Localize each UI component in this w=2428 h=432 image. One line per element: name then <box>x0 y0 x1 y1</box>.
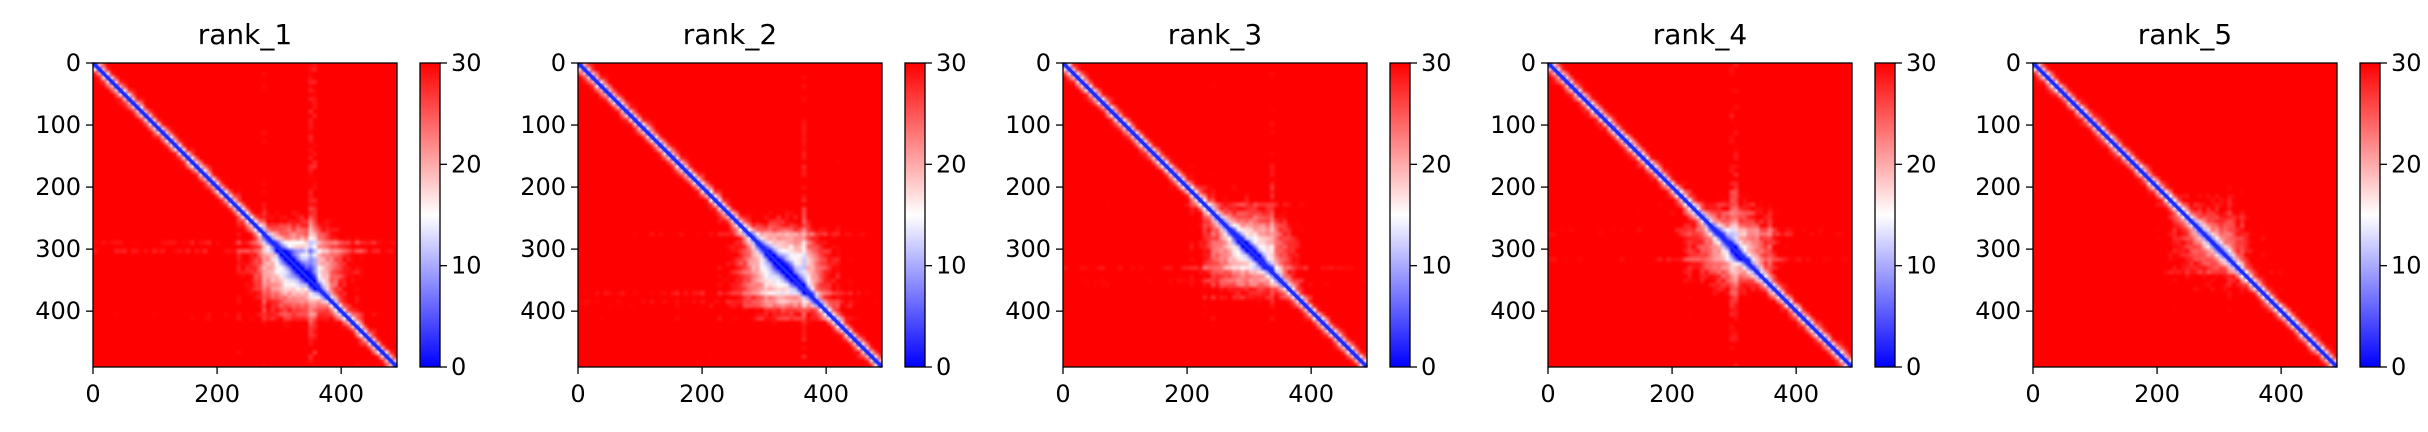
colorbar <box>1389 62 1411 368</box>
colorbar <box>2359 62 2381 368</box>
x-tick-label: 0 <box>1055 380 1070 408</box>
x-tick-label: 200 <box>2134 380 2180 408</box>
colorbar-tick-label: 20 <box>936 150 967 178</box>
y-tick-label: 200 <box>1975 173 2021 201</box>
y-tick-label: 100 <box>35 111 81 139</box>
y-tick-label: 100 <box>1005 111 1051 139</box>
colorbar-tick-label: 0 <box>1421 353 1436 381</box>
colorbar <box>1874 62 1896 368</box>
y-tick-label: 400 <box>1975 297 2021 325</box>
heatmap-panel-5: rank_5 0 100 200 300 400 0 200 400 0 10 20 30 <box>1975 18 2421 408</box>
y-tick-label: 200 <box>1005 173 1051 201</box>
x-tick-label: 0 <box>1540 380 1555 408</box>
x-tick-label: 400 <box>803 380 849 408</box>
x-tick-label: 0 <box>85 380 100 408</box>
y-tick-label: 400 <box>35 297 81 325</box>
panel-title: rank_1 <box>198 18 292 51</box>
colorbar-tick-label: 30 <box>1906 49 1937 77</box>
colorbar-tick-label: 0 <box>2391 353 2406 381</box>
y-tick-label: 300 <box>1005 235 1051 263</box>
y-tick-label: 0 <box>2006 49 2021 77</box>
colorbar-tick-label: 30 <box>2391 49 2422 77</box>
x-tick-label: 400 <box>2258 380 2304 408</box>
plot-frame <box>1547 62 1853 368</box>
x-tick-label: 200 <box>679 380 725 408</box>
y-tick-label: 200 <box>520 173 566 201</box>
diagonal-line <box>2031 61 2339 369</box>
colorbar-tick-label: 30 <box>451 49 482 77</box>
y-tick-label: 200 <box>1490 173 1536 201</box>
diagonal-line <box>576 61 884 369</box>
colorbar-tick-label: 0 <box>1906 353 1921 381</box>
colorbar-tick-label: 0 <box>451 353 466 381</box>
diagonal-line <box>1546 61 1854 369</box>
x-tick-label: 200 <box>1649 380 1695 408</box>
y-tick-label: 0 <box>66 49 81 77</box>
colorbar <box>419 62 441 368</box>
x-tick-label: 0 <box>2025 380 2040 408</box>
y-tick-label: 0 <box>1521 49 1536 77</box>
y-tick-label: 100 <box>520 111 566 139</box>
x-tick-label: 400 <box>1288 380 1334 408</box>
y-tick-label: 300 <box>1975 235 2021 263</box>
heatmap-panel-4: rank_4 0 100 200 300 400 0 200 400 0 10 20 30 <box>1490 18 1936 408</box>
panel-title: rank_4 <box>1653 18 1747 51</box>
y-tick-label: 300 <box>1490 235 1536 263</box>
diagonal-line <box>91 61 399 369</box>
y-tick-label: 300 <box>520 235 566 263</box>
colorbar-tick-label: 20 <box>451 150 482 178</box>
colorbar-tick-label: 10 <box>2391 252 2422 280</box>
y-tick-label: 100 <box>1975 111 2021 139</box>
plot-frame <box>1062 62 1368 368</box>
y-tick-label: 400 <box>520 297 566 325</box>
y-tick-label: 200 <box>35 173 81 201</box>
colorbar-tick-label: 10 <box>451 252 482 280</box>
y-tick-label: 0 <box>551 49 566 77</box>
x-tick-label: 400 <box>1773 380 1819 408</box>
y-tick-label: 400 <box>1490 297 1536 325</box>
colorbar-tick-label: 20 <box>2391 150 2422 178</box>
heatmap-panel-1: rank_1 0 100 200 300 400 0 200 400 0 10 20 30 <box>35 18 481 408</box>
colorbar-tick-label: 20 <box>1421 150 1452 178</box>
colorbar-tick-label: 10 <box>1421 252 1452 280</box>
y-tick-label: 0 <box>1036 49 1051 77</box>
colorbar-tick-label: 20 <box>1906 150 1937 178</box>
y-tick-label: 300 <box>35 235 81 263</box>
plot-frame <box>577 62 883 368</box>
colorbar <box>904 62 926 368</box>
colorbar-tick-label: 0 <box>936 353 951 381</box>
x-tick-label: 200 <box>1164 380 1210 408</box>
y-tick-label: 400 <box>1005 297 1051 325</box>
colorbar-tick-label: 30 <box>1421 49 1452 77</box>
plot-frame <box>2032 62 2338 368</box>
heatmap-panel-2: rank_2 0 100 200 300 400 0 200 400 0 10 20 30 <box>520 18 966 408</box>
x-tick-label: 0 <box>570 380 585 408</box>
x-tick-label: 200 <box>194 380 240 408</box>
colorbar-tick-label: 10 <box>936 252 967 280</box>
colorbar-tick-label: 10 <box>1906 252 1937 280</box>
panel-title: rank_2 <box>683 18 777 51</box>
heatmap-panel-3: rank_3 0 100 200 300 400 0 200 400 0 10 20 30 <box>1005 18 1451 408</box>
x-tick-label: 400 <box>318 380 364 408</box>
colorbar-tick-label: 30 <box>936 49 967 77</box>
y-tick-label: 100 <box>1490 111 1536 139</box>
plot-frame <box>92 62 398 368</box>
panel-title: rank_5 <box>2138 18 2232 51</box>
diagonal-line <box>1061 61 1369 369</box>
panel-title: rank_3 <box>1168 18 1262 51</box>
